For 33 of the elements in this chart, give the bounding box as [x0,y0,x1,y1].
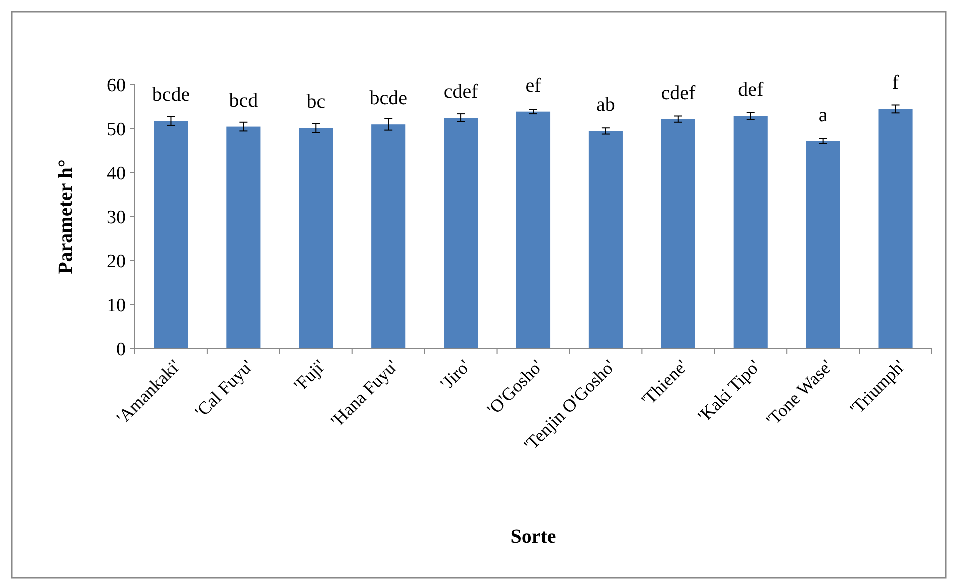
x-tick-label: 'Jiro' [436,356,474,394]
y-tick-label: 30 [107,208,126,229]
annotation: ef [526,74,542,97]
bar [154,121,188,349]
bar [806,141,840,349]
y-tick-label: 40 [107,164,126,185]
annotation: cdef [444,81,479,103]
bar [734,116,768,349]
annotation: ab [596,94,616,116]
bar [661,119,696,349]
annotation: bcde [152,84,190,106]
x-axis-title: Sorte [510,526,556,548]
y-tick-label: 0 [116,340,126,361]
bar [516,112,551,349]
bar [444,118,478,349]
bar [226,126,261,349]
annotation: def [738,79,764,102]
annotation: f [892,72,900,94]
y-tick-label: 60 [107,76,126,97]
bar [372,124,406,349]
annotation: bc [306,91,326,114]
annotation: cdef [661,82,696,104]
x-tick-label: 'Fuji' [290,356,330,396]
y-axis-title: Parameter h° [55,160,77,274]
annotation: a [818,104,828,126]
bar [299,128,334,349]
y-tick-label: 20 [107,252,126,273]
y-tick-label: 50 [107,120,126,141]
y-tick-label: 10 [107,296,126,317]
annotation: bcde [370,88,408,110]
bar [878,109,913,349]
annotation: bcd [229,90,258,112]
bar [588,131,623,349]
